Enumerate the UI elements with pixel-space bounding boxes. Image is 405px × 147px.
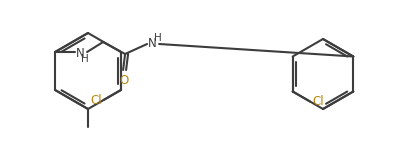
Text: O: O — [119, 74, 129, 87]
Text: H: H — [154, 33, 162, 43]
Text: H: H — [81, 54, 89, 64]
Text: Cl: Cl — [90, 93, 102, 106]
Text: N: N — [148, 36, 157, 50]
Text: Cl: Cl — [312, 95, 324, 108]
Text: N: N — [76, 46, 85, 60]
